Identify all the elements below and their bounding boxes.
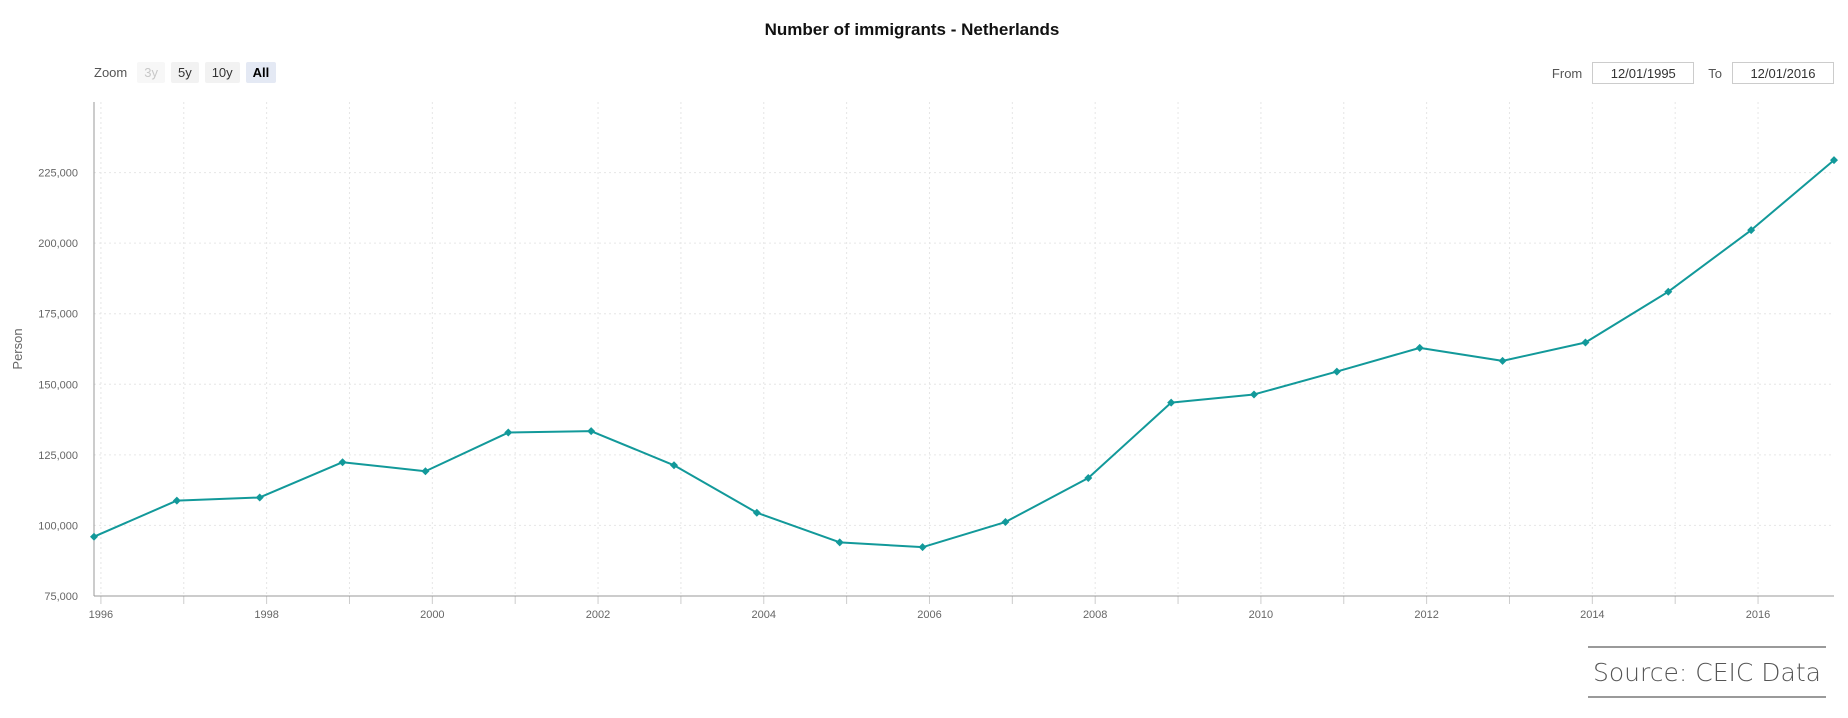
x-tick-label: 2000 bbox=[420, 609, 444, 621]
y-tick-label: 150,000 bbox=[38, 379, 78, 391]
from-date-input[interactable] bbox=[1592, 62, 1695, 84]
data-point bbox=[1498, 356, 1507, 365]
data-point bbox=[421, 467, 430, 476]
data-point bbox=[752, 508, 761, 517]
zoom-all-button[interactable]: All bbox=[245, 62, 277, 83]
data-point bbox=[172, 496, 181, 505]
data-point bbox=[670, 461, 678, 470]
data-point bbox=[1830, 156, 1838, 165]
zoom-5y-button[interactable]: 5y bbox=[170, 62, 199, 83]
data-point bbox=[1415, 343, 1424, 352]
data-point bbox=[1664, 287, 1673, 296]
to-label: To bbox=[1708, 65, 1722, 81]
x-tick-label: 2012 bbox=[1414, 609, 1438, 621]
series-layer bbox=[90, 156, 1838, 552]
zoom-3y-button[interactable]: 3y bbox=[137, 62, 165, 83]
y-tick-label: 200,000 bbox=[38, 238, 78, 250]
x-tick-label: 1998 bbox=[254, 609, 278, 621]
data-point bbox=[835, 538, 844, 547]
series-line bbox=[93, 159, 1835, 549]
grid-layer bbox=[94, 102, 1834, 596]
to-date-input[interactable] bbox=[1732, 62, 1834, 84]
x-tick-label: 2008 bbox=[1083, 609, 1107, 621]
data-point bbox=[1167, 398, 1176, 407]
x-tick-label: 2004 bbox=[752, 609, 776, 621]
x-tick-label: 2016 bbox=[1746, 609, 1770, 621]
data-point bbox=[1332, 367, 1341, 376]
zoom-label: Zoom bbox=[94, 65, 128, 80]
zoom-10y-button[interactable]: 10y bbox=[204, 62, 240, 83]
line-chart: 75,000 100,000 125,000 150,000 175,000 200,00… bbox=[10, 102, 1838, 621]
x-tick-label: 2014 bbox=[1580, 609, 1604, 621]
axis-layer: 75,000 100,000 125,000 150,000 175,000 200,00… bbox=[10, 102, 1834, 621]
data-point bbox=[1250, 390, 1258, 399]
x-tick-label: 1996 bbox=[89, 609, 113, 621]
data-point bbox=[338, 458, 347, 467]
y-tick-label: 175,000 bbox=[38, 309, 78, 321]
from-label: From bbox=[1551, 65, 1583, 81]
zoom-controls: Zoom 3y 5y 10y All bbox=[94, 62, 277, 83]
y-tick-label: 125,000 bbox=[38, 450, 78, 462]
source-credit: Source: CEIC Data bbox=[1588, 646, 1826, 698]
y-axis-title: Person bbox=[10, 328, 25, 369]
data-point bbox=[90, 532, 98, 541]
data-point bbox=[1084, 474, 1093, 483]
x-tick-label: 2002 bbox=[586, 609, 610, 621]
chart-title: Number of immigrants - Netherlands bbox=[764, 20, 1060, 39]
y-tick-label: 75,000 bbox=[44, 591, 78, 603]
y-tick-label: 225,000 bbox=[38, 168, 78, 180]
data-point bbox=[1581, 338, 1590, 347]
data-point bbox=[918, 543, 927, 552]
date-range: From To bbox=[1552, 62, 1834, 84]
x-tick-label: 2006 bbox=[917, 609, 941, 621]
data-point bbox=[587, 427, 596, 436]
x-tick-label: 2010 bbox=[1249, 609, 1273, 621]
data-point bbox=[504, 428, 513, 437]
data-point bbox=[1001, 518, 1010, 527]
y-tick-label: 100,000 bbox=[38, 520, 78, 532]
data-point bbox=[255, 493, 264, 502]
data-point bbox=[1747, 226, 1756, 235]
